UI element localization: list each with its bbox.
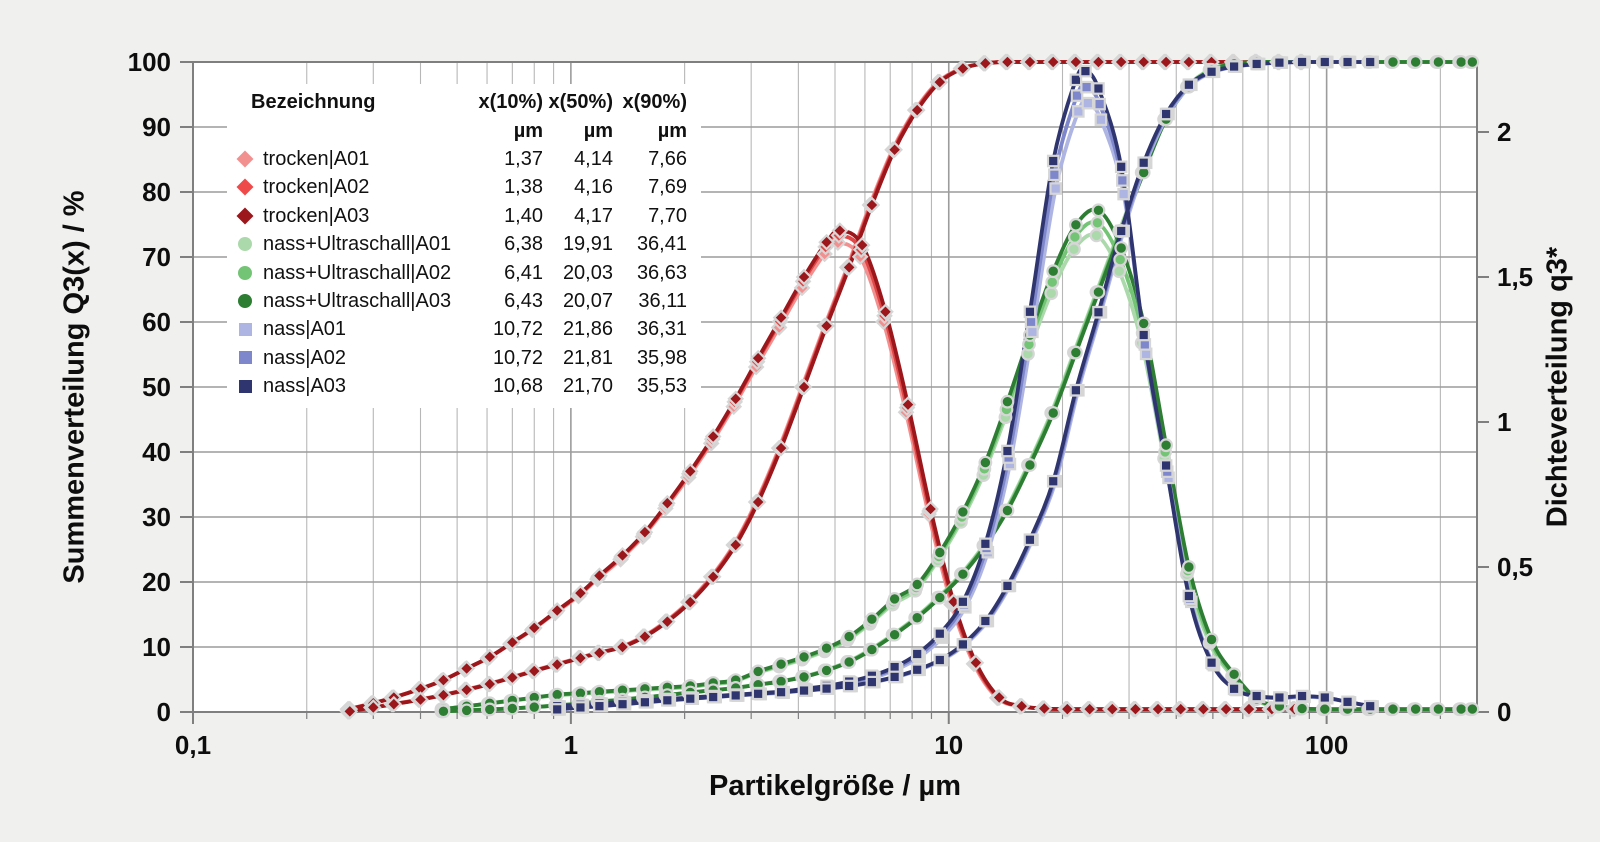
legend-header-x90: x(90%) (622, 91, 687, 114)
legend-value-x50: 4,14 (574, 147, 613, 170)
legend-value-x90: 36,63 (636, 261, 687, 284)
y-right-tick-label: 1,5 (1497, 262, 1533, 292)
y-left-tick-label: 0 (157, 697, 171, 727)
legend-marker-cell (227, 207, 263, 225)
legend-value-x10: 1,38 (504, 176, 543, 199)
legend-marker-cell (227, 178, 263, 196)
data-markers (339, 53, 1480, 720)
y-left-tick-label: 80 (142, 177, 171, 207)
legend-marker-cell (227, 265, 263, 280)
legend-value-x90: 7,66 (648, 147, 687, 170)
y-right-tick-label: 1 (1497, 407, 1511, 437)
legend-series-label: trocken|A02 (263, 176, 370, 199)
legend-value-x90: 35,98 (636, 346, 687, 369)
x-tick-label: 0,1 (175, 730, 211, 760)
legend-series-label: trocken|A03 (263, 204, 370, 227)
legend-value-x50: 4,17 (574, 204, 613, 227)
y-left-tick-label: 30 (142, 502, 171, 532)
y-right-tick-label: 0 (1497, 697, 1511, 727)
legend-diamond-marker (236, 150, 254, 168)
legend-unit: µm (583, 119, 613, 142)
legend-value-x10: 10,68 (492, 375, 543, 398)
legend-value-x90: 35,53 (636, 375, 687, 398)
y-left-tick-label: 100 (128, 47, 171, 77)
legend-diamond-marker (236, 178, 254, 196)
legend-series-label: nass+Ultraschall|A02 (263, 261, 452, 284)
legend-value-x50: 4,16 (574, 176, 613, 199)
legend-series-label: trocken|A01 (263, 147, 370, 170)
y-left-tick-label: 50 (142, 372, 171, 402)
legend-header-x10: x(10%) (478, 91, 543, 114)
legend-value-x90: 36,11 (638, 289, 687, 312)
legend-marker-cell (227, 351, 263, 365)
legend-circle-marker (238, 293, 252, 308)
legend-series-label: nass|A01 (263, 318, 347, 341)
legend-value-x10: 6,43 (504, 289, 543, 312)
legend-square-marker (238, 379, 252, 393)
legend-series-label: nass|A03 (263, 375, 347, 398)
y-right-tick-label: 2 (1497, 117, 1511, 147)
x-axis-title: Partikelgröße / µm (708, 770, 961, 802)
legend-table: Bezeichnung x(10%) x(50%) x(90%) µm µm µ… (227, 84, 701, 409)
legend-marker-cell (227, 322, 263, 336)
y-axis-title-right: Dichteverteilung q3* (1541, 246, 1574, 528)
legend-value-x10: 1,40 (504, 204, 543, 227)
legend-value-x90: 36,31 (636, 318, 687, 341)
legend-value-x10: 10,72 (492, 318, 543, 341)
legend-value-x10: 1,37 (504, 147, 543, 170)
y-left-tick-label: 20 (142, 567, 171, 597)
legend-value-x10: 6,41 (504, 261, 543, 284)
series-markers-nass-a03 (550, 55, 1377, 716)
legend-marker-cell (227, 237, 263, 252)
legend-value-x90: 7,70 (648, 204, 687, 227)
legend-marker-cell (227, 293, 263, 308)
y-left-tick-label: 10 (142, 632, 171, 662)
legend-value-x50: 21,86 (562, 318, 613, 341)
y-left-tick-label: 70 (142, 242, 171, 272)
x-tick-label: 100 (1305, 730, 1348, 760)
legend-value-x90: 7,69 (648, 176, 687, 199)
y-axis-title-left: Summenverteilung Q3(x) / % (58, 190, 91, 584)
legend-series-label: nass|A02 (263, 346, 347, 369)
legend-unit: µm (657, 119, 687, 142)
x-tick-label: 10 (934, 730, 963, 760)
legend-value-x50: 20,03 (562, 261, 613, 284)
legend-marker-cell (227, 150, 263, 168)
legend-square-marker (238, 351, 252, 365)
y-left-tick-label: 60 (142, 307, 171, 337)
y-left-tick-label: 40 (142, 437, 171, 467)
legend-header-x50: x(50%) (548, 91, 613, 114)
legend-circle-marker (238, 237, 252, 252)
legend-value-x10: 10,72 (492, 346, 543, 369)
legend-series-label: nass+Ultraschall|A03 (263, 289, 452, 312)
y-left-tick-label: 90 (142, 112, 171, 142)
legend-value-x10: 6,38 (504, 233, 543, 256)
tick-labels: 0 10 20 30 40 50 60 70 80 90 100 0 0,5 1 1,5 2 0,1 1 10 100 (128, 47, 1534, 760)
legend-circle-marker (238, 265, 252, 280)
legend-header-name: Bezeichnung (251, 91, 376, 114)
legend-value-x90: 36,41 (636, 233, 687, 256)
y-right-tick-label: 0,5 (1497, 552, 1533, 582)
legend-value-x50: 20,07 (562, 289, 613, 312)
legend-marker-cell (227, 379, 263, 393)
legend-diamond-marker (236, 207, 254, 225)
legend-unit: µm (513, 119, 543, 142)
legend-square-marker (238, 322, 252, 336)
x-tick-label: 1 (564, 730, 578, 760)
legend-value-x50: 19,91 (562, 233, 613, 256)
legend-value-x50: 21,81 (562, 346, 613, 369)
legend-value-x50: 21,70 (562, 375, 613, 398)
legend-series-label: nass+Ultraschall|A01 (263, 233, 452, 256)
